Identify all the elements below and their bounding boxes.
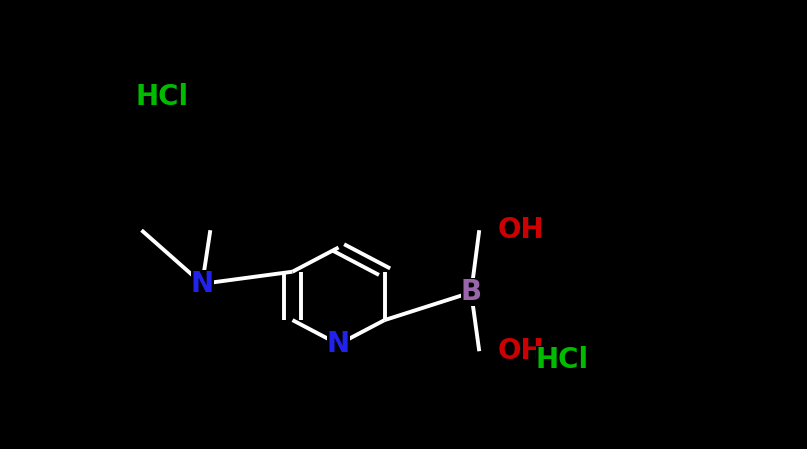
Text: OH: OH [498,216,545,244]
Text: HCl: HCl [536,346,588,374]
Text: N: N [327,330,350,358]
Text: HCl: HCl [136,83,188,111]
Text: N: N [190,270,214,298]
Text: OH: OH [498,337,545,365]
Text: B: B [461,278,482,306]
